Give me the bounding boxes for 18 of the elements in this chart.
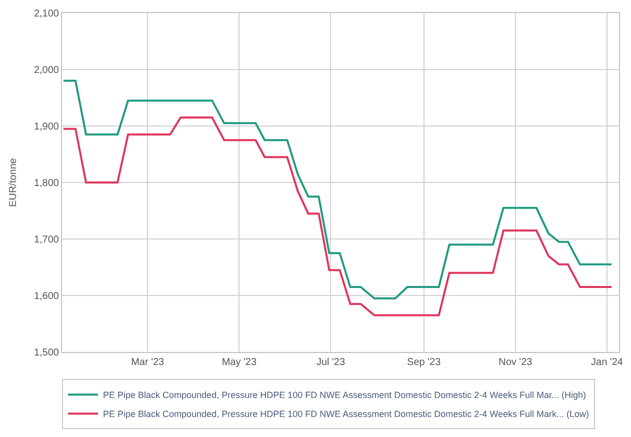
x-tick-label: Sep '23 (407, 357, 442, 368)
x-tick-label: Nov '23 (498, 357, 533, 368)
line-series (62, 116, 612, 316)
legend-label: PE Pipe Black Compounded, Pressure HDPE 100 FD NWE Assessment Domestic Domestic 2-4 Weeks Full Mar... (High) (103, 390, 586, 400)
y-tick-label: 1,700 (34, 234, 60, 246)
y-tick-label: 1,800 (34, 178, 60, 189)
legend-label: PE Pipe Black Compounded, Pressure HDPE 100 FD NWE Assessment Domestic Domestic 2-4 Weeks Full Mark... (Low) (103, 409, 589, 420)
y-tick-label: 2,100 (34, 8, 60, 20)
line-series (62, 80, 612, 300)
y-tick-label: 1,900 (34, 122, 60, 132)
y-tick-label: 2,000 (34, 65, 60, 76)
y-axis-title: EUR/tonne (8, 158, 19, 207)
x-tick-label: Jul '23 (316, 357, 346, 368)
y-tick-label: 1,600 (34, 291, 60, 302)
y-tick-label: 1,500 (34, 348, 60, 358)
x-tick-label: Jan '24 (591, 357, 624, 368)
x-tick-label: May '23 (222, 357, 257, 368)
x-tick-label: Mar '23 (131, 357, 165, 368)
